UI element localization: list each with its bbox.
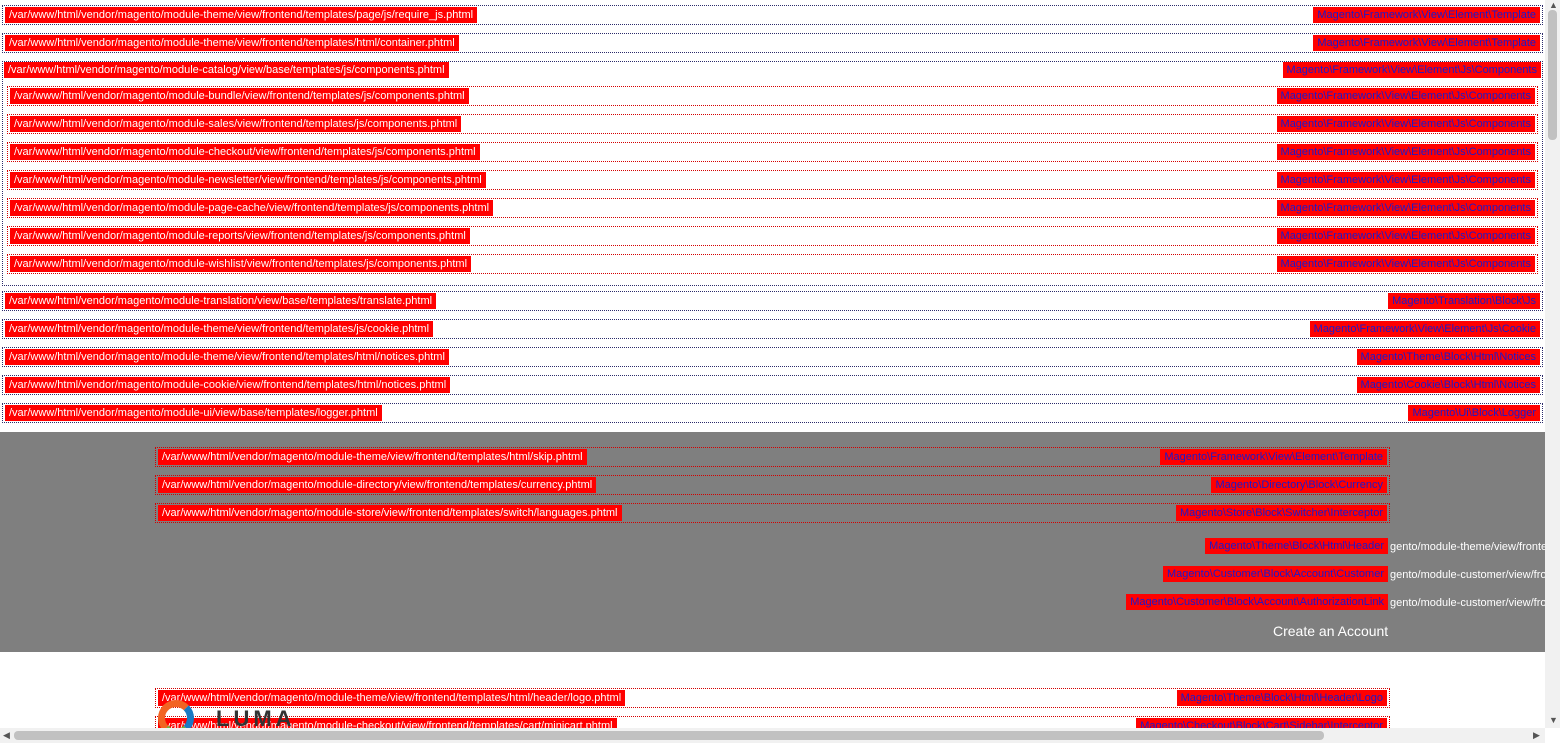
template-path-label: /var/www/html/vendor/magento/module-them… xyxy=(5,7,478,23)
block-class-label: Magento\Framework\View\Element\Template xyxy=(1160,449,1387,465)
template-path-label: /var/www/html/vendor/magento/module-ui/v… xyxy=(5,405,382,421)
template-path-label: /var/www/html/vendor/magento/module-news… xyxy=(10,172,486,188)
vertical-scrollbar[interactable]: ▲ ▼ xyxy=(1545,0,1560,728)
block-class-label: Magento\Store\Block\Switcher\Interceptor xyxy=(1176,505,1387,521)
block-class-label: Magento\Framework\View\Element\Template xyxy=(1313,35,1540,51)
template-path-label: /var/www/html/vendor/magento/module-chec… xyxy=(10,144,480,160)
template-path-label: /var/www/html/vendor/magento/module-repo… xyxy=(10,228,470,244)
template-hint-row: /var/www/html/vendor/magento/module-stor… xyxy=(155,503,1390,523)
scroll-up-arrow-icon[interactable]: ▲ xyxy=(1549,0,1558,10)
template-path-label: /var/www/html/vendor/magento/module-bund… xyxy=(10,88,469,104)
scroll-left-arrow-icon[interactable]: ◀ xyxy=(3,730,10,740)
block-class-label: Magento\Framework\View\Element\Js\Compon… xyxy=(1282,62,1541,78)
luma-logo[interactable]: LUMA xyxy=(158,700,308,736)
components-group xyxy=(2,61,1543,286)
overflow-path-text: gento/module-customer/view/frontend xyxy=(1390,569,1545,581)
template-hint-row: Magento\Customer\Block\Account\Authoriza… xyxy=(1120,593,1390,613)
block-class-label: Magento\Framework\View\Element\Js\Compon… xyxy=(1276,256,1535,272)
block-class-label: Magento\Theme\Block\Html\Notices xyxy=(1356,349,1540,365)
block-class-label: Magento\Theme\Block\Html\Header xyxy=(1205,538,1388,554)
template-hint-row: Magento\Customer\Block\Account\Customer xyxy=(1160,565,1390,585)
block-class-label: Magento\Framework\View\Element\Js\Compon… xyxy=(1276,116,1535,132)
block-class-label: Magento\Framework\View\Element\Js\Compon… xyxy=(1276,228,1535,244)
template-path-label: /var/www/html/vendor/magento/module-stor… xyxy=(158,505,622,521)
template-hint-row: /var/www/html/vendor/magento/module-them… xyxy=(155,688,1390,708)
block-class-label: Magento\Cookie\Block\Html\Notices xyxy=(1356,377,1540,393)
template-path-label: /var/www/html/vendor/magento/module-them… xyxy=(5,349,449,365)
template-hint-row: /var/www/html/vendor/magento/module-repo… xyxy=(7,226,1538,246)
block-class-label: Magento\Framework\View\Element\Js\Compon… xyxy=(1276,172,1535,188)
block-class-label: Magento\Framework\View\Element\Js\Cookie xyxy=(1309,321,1540,337)
overflow-path-text: gento/module-customer/view/frontend xyxy=(1390,597,1545,609)
vertical-scroll-thumb[interactable] xyxy=(1548,10,1557,140)
horizontal-scroll-thumb[interactable] xyxy=(14,731,1324,740)
template-path-label: /var/www/html/vendor/magento/module-tran… xyxy=(5,293,437,309)
template-hint-row: /var/www/html/vendor/magento/module-them… xyxy=(2,319,1543,339)
template-path-label: /var/www/html/vendor/magento/module-sale… xyxy=(10,116,462,132)
template-path-label: /var/www/html/vendor/magento/module-them… xyxy=(5,321,434,337)
template-hint-row: /var/www/html/vendor/magento/module-bund… xyxy=(7,86,1538,106)
block-class-label: Magento\Customer\Block\Account\Customer xyxy=(1162,566,1388,582)
template-hint-row: /var/www/html/vendor/magento/module-sale… xyxy=(7,114,1538,134)
scroll-down-arrow-icon[interactable]: ▼ xyxy=(1549,715,1558,725)
template-hint-row: /var/www/html/vendor/magento/module-page… xyxy=(7,198,1538,218)
block-class-label: Magento\Directory\Block\Currency xyxy=(1211,477,1387,493)
template-hint-row: /var/www/html/vendor/magento/module-cata… xyxy=(2,61,1543,81)
block-class-label: Magento\Framework\View\Element\Js\Compon… xyxy=(1276,144,1535,160)
block-class-label: Magento\Theme\Block\Html\Header\Logo xyxy=(1176,690,1387,706)
template-hint-row: /var/www/html/vendor/magento/module-dire… xyxy=(155,475,1390,495)
horizontal-scrollbar[interactable]: ◀ ▶ xyxy=(0,728,1545,743)
block-class-label: Magento\Framework\View\Element\Template xyxy=(1313,7,1540,23)
create-account-link[interactable]: Create an Account xyxy=(1273,623,1389,639)
template-hint-row: /var/www/html/vendor/magento/module-news… xyxy=(7,170,1538,190)
template-path-label: /var/www/html/vendor/magento/module-them… xyxy=(158,449,587,465)
template-path-label: /var/www/html/vendor/magento/module-them… xyxy=(158,690,626,706)
template-path-label: /var/www/html/vendor/magento/module-dire… xyxy=(158,477,597,493)
template-hint-row: /var/www/html/vendor/magento/module-chec… xyxy=(7,142,1538,162)
template-path-label: /var/www/html/vendor/magento/module-cook… xyxy=(5,377,451,393)
template-hint-row: Magento\Theme\Block\Html\Header xyxy=(1200,537,1390,557)
block-class-label: Magento\Ui\Block\Logger xyxy=(1408,405,1540,421)
block-class-label: Magento\Translation\Block\Js xyxy=(1388,293,1540,309)
template-hint-row: /var/www/html/vendor/magento/module-tran… xyxy=(2,291,1543,311)
template-path-label: /var/www/html/vendor/magento/module-them… xyxy=(5,35,459,51)
template-hint-row: /var/www/html/vendor/magento/module-wish… xyxy=(7,254,1538,274)
template-hint-row: /var/www/html/vendor/magento/module-cook… xyxy=(2,375,1543,395)
template-hint-row: /var/www/html/vendor/magento/module-ui/v… xyxy=(2,403,1543,423)
block-class-label: Magento\Customer\Block\Account\Authoriza… xyxy=(1126,594,1388,610)
template-hint-row: /var/www/html/vendor/magento/module-them… xyxy=(2,347,1543,367)
template-hint-row: /var/www/html/vendor/magento/module-them… xyxy=(2,33,1543,53)
template-hint-row: /var/www/html/vendor/magento/module-them… xyxy=(2,5,1543,25)
template-path-label: /var/www/html/vendor/magento/module-page… xyxy=(10,200,494,216)
overflow-path-text: gento/module-theme/view/frontend xyxy=(1390,541,1545,553)
template-path-label: /var/www/html/vendor/magento/module-cata… xyxy=(4,62,449,78)
block-class-label: Magento\Framework\View\Element\Js\Compon… xyxy=(1276,88,1535,104)
template-hint-row: /var/www/html/vendor/magento/module-them… xyxy=(155,447,1390,467)
block-class-label: Magento\Framework\View\Element\Js\Compon… xyxy=(1276,200,1535,216)
scroll-right-arrow-icon[interactable]: ▶ xyxy=(1533,730,1540,740)
template-path-label: /var/www/html/vendor/magento/module-wish… xyxy=(10,256,472,272)
logo-text: LUMA xyxy=(216,706,296,731)
